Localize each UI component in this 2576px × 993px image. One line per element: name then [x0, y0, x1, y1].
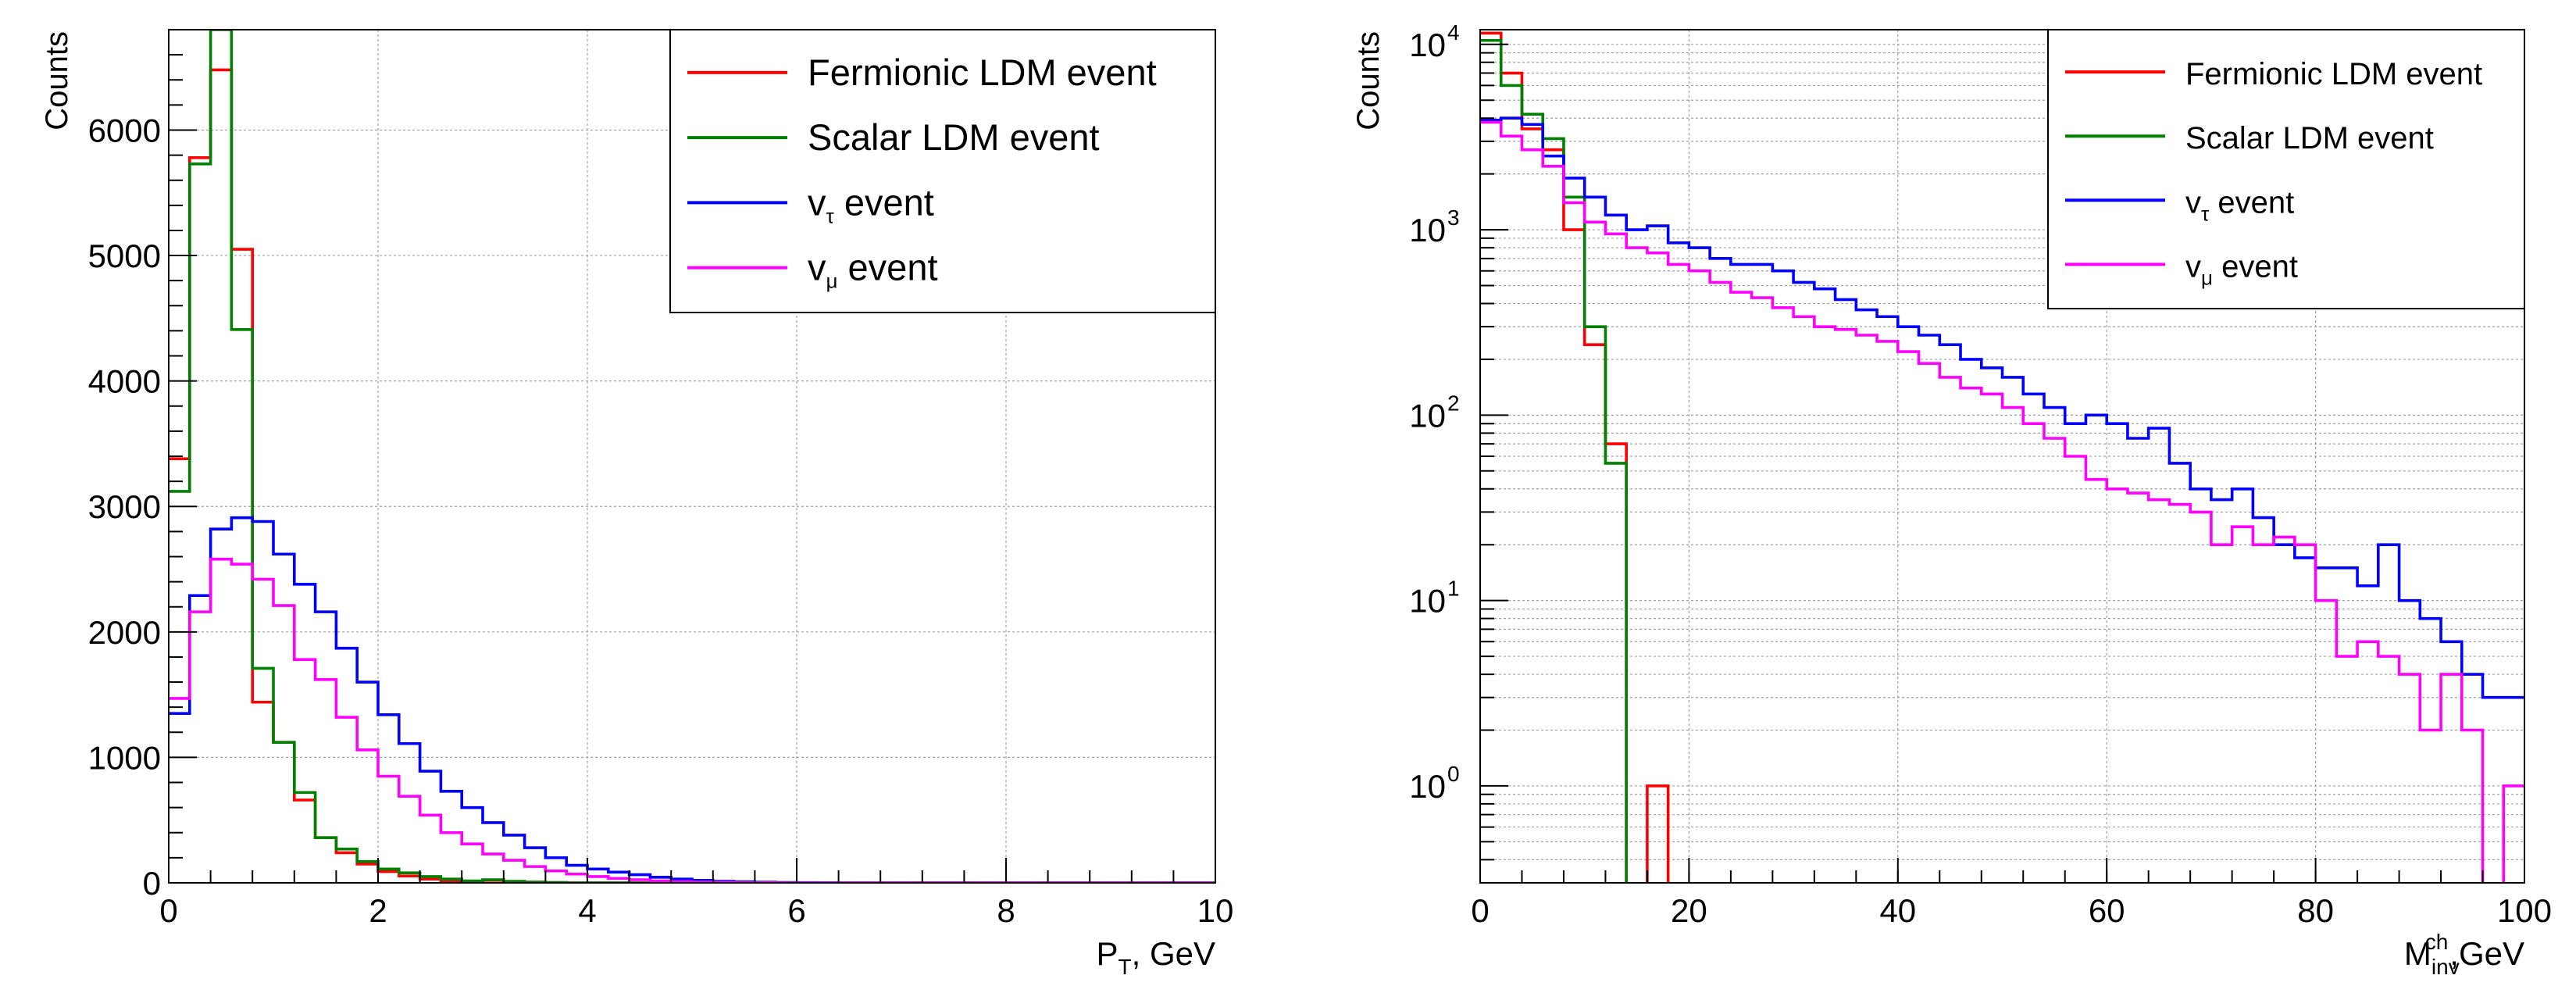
- y-axis-label: Counts: [1351, 31, 1386, 130]
- x-tick-label: 20: [1671, 892, 1707, 929]
- y-tick-exponent: 3: [1447, 205, 1460, 230]
- plot-area: [1480, 31, 2524, 883]
- legend-entry-label: vτ event: [2185, 185, 2294, 225]
- y-tick-exponent: 1: [1447, 577, 1460, 601]
- series-line-v-mu-event: [169, 557, 1215, 883]
- series-line-v-tau-event: [1480, 116, 2524, 699]
- legend-entry-label: vμ event: [808, 247, 938, 293]
- x-axis-label: PT, GeV: [1096, 935, 1215, 979]
- legend: Fermionic LDM event Scalar LDM event vτ ev…: [669, 29, 1216, 313]
- legend-entry-label: vμ event: [2185, 249, 2298, 289]
- y-tick-label: 10: [1409, 583, 1446, 620]
- legend-box: [669, 29, 1216, 313]
- legend-entry-label: vτ event: [808, 181, 934, 227]
- x-tick-label: 60: [2089, 892, 2125, 929]
- x-tick-label: 4: [578, 892, 596, 929]
- y-tick-label: 6000: [88, 112, 161, 148]
- legend: Fermionic LDM event Scalar LDM event vτ ev…: [2047, 29, 2525, 309]
- legend-entry-label: Scalar LDM event: [2185, 121, 2434, 155]
- y-axis-label: Counts: [40, 31, 74, 130]
- x-tick-label: 0: [159, 892, 177, 929]
- x-tick-label: 100: [2497, 892, 2552, 929]
- x-axis-label: Minvch,GeV: [2404, 930, 2524, 979]
- x-tick-label: 0: [1471, 892, 1489, 929]
- x-tick-label: 40: [1879, 892, 1916, 929]
- y-tick-exponent: 4: [1447, 20, 1460, 45]
- y-tick-label: 4000: [88, 363, 161, 400]
- y-tick-label: 1000: [88, 739, 161, 776]
- y-tick-label: 10: [1409, 397, 1446, 434]
- y-tick-label: 2000: [88, 614, 161, 651]
- x-tick-label: 8: [997, 892, 1015, 929]
- legend-box: [2047, 29, 2525, 309]
- x-tick-label: 80: [2297, 892, 2334, 929]
- legend-entry-label: Fermionic LDM event: [808, 52, 1157, 93]
- y-tick-label: 0: [143, 865, 161, 902]
- x-tick-label: 2: [369, 892, 387, 929]
- y-tick-exponent: 2: [1447, 391, 1460, 415]
- y-tick-label: 3000: [88, 488, 161, 525]
- y-tick-label: 10: [1409, 212, 1446, 248]
- series-line-v-tau-event: [169, 516, 1215, 883]
- y-tick-exponent: 0: [1447, 762, 1460, 786]
- y-tick-label: 5000: [88, 238, 161, 274]
- legend-entry-label: Scalar LDM event: [808, 116, 1100, 158]
- legend-entry-label: Fermionic LDM event: [2185, 57, 2482, 91]
- series-line-v-mu-event: [1480, 120, 2524, 883]
- x-tick-label: 10: [1197, 892, 1234, 929]
- x-tick-label: 6: [787, 892, 805, 929]
- y-tick-label: 10: [1409, 768, 1446, 805]
- chart-panel-1: 0 2 4 6 8 10 0 1000 2000 3000 4000 5000 6000 Counts PT…: [40, 29, 1234, 979]
- series-line-scalar-ldm-event: [1480, 38, 1628, 883]
- y-tick-label: 10: [1409, 27, 1446, 63]
